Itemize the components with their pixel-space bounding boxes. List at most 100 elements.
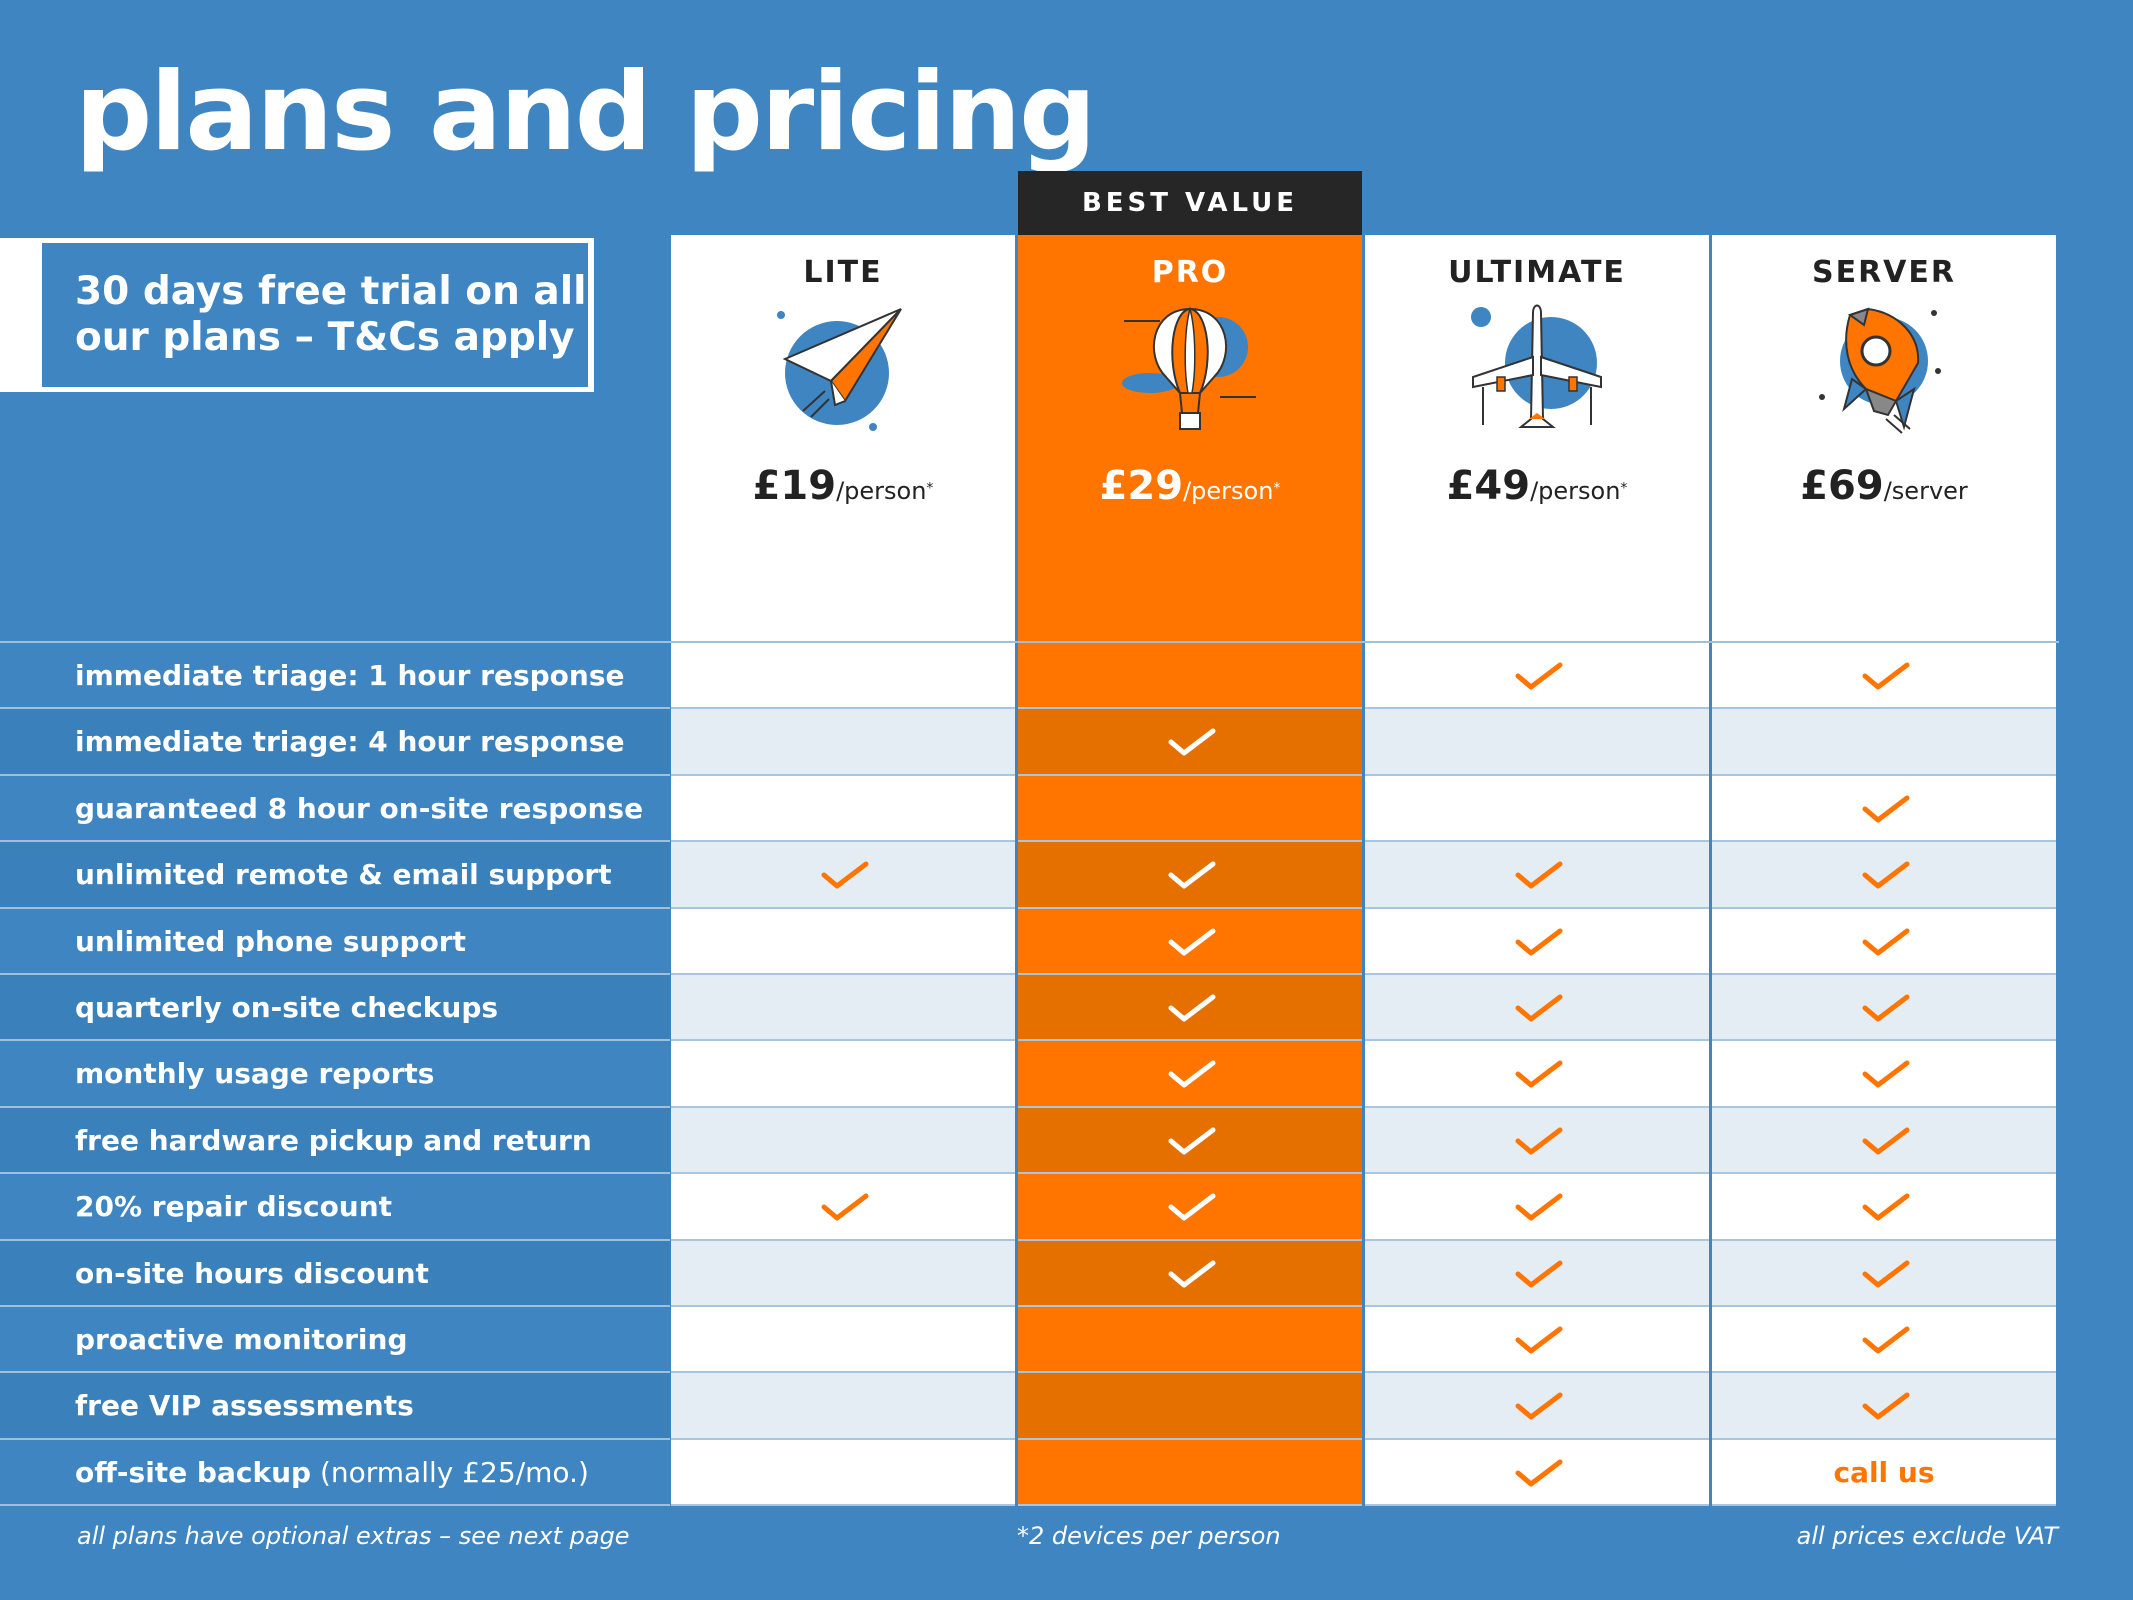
feature-label: free VIP assessments bbox=[75, 1373, 414, 1439]
feature-cell-server: call us bbox=[1712, 1439, 2056, 1507]
feature-label: guaranteed 8 hour on-site response bbox=[75, 776, 643, 842]
feature-name: monthly usage reports bbox=[75, 1057, 435, 1091]
feature-cell-ultimate bbox=[1365, 1240, 1709, 1307]
check-icon bbox=[1515, 928, 1563, 956]
feature-cell-server bbox=[1712, 975, 2056, 1042]
feature-name: unlimited phone support bbox=[75, 924, 467, 958]
feature-cell-pro bbox=[1018, 1439, 1362, 1507]
feature-cell-lite bbox=[671, 1041, 1015, 1108]
feature-label: free hardware pickup and return bbox=[75, 1108, 592, 1174]
feature-name: unlimited remote & email support bbox=[75, 858, 612, 892]
feature-cell-lite bbox=[671, 1174, 1015, 1241]
feature-label: immediate triage: 4 hour response bbox=[75, 709, 625, 775]
feature-cell-lite bbox=[671, 1373, 1015, 1440]
footer-vat-note: all prices exclude VAT bbox=[1796, 1522, 2058, 1550]
feature-cell-server bbox=[1712, 1307, 2056, 1374]
feature-cell-ultimate bbox=[1365, 975, 1709, 1042]
feature-cell-server bbox=[1712, 1041, 2056, 1108]
feature-cell-lite bbox=[671, 1307, 1015, 1374]
check-icon bbox=[821, 1193, 869, 1221]
header-divider bbox=[0, 641, 2059, 643]
feature-row-band bbox=[0, 1307, 670, 1374]
plan-header-ultimate: ULTIMATE £49/person* bbox=[1365, 235, 1709, 642]
price-amount: £29 bbox=[1099, 463, 1184, 509]
plan-price: £49/person* bbox=[1365, 463, 1709, 509]
feature-label: quarterly on-site checkups bbox=[75, 975, 498, 1041]
feature-cell-lite bbox=[671, 1107, 1015, 1175]
check-icon bbox=[1862, 994, 1910, 1022]
feature-row-band bbox=[0, 908, 670, 975]
feature-cell-server bbox=[1712, 1107, 2056, 1175]
feature-name: free hardware pickup and return bbox=[75, 1123, 592, 1157]
check-icon bbox=[1168, 861, 1216, 889]
check-icon bbox=[1515, 1459, 1563, 1487]
trial-banner: 30 days free trial on all our plans – T&… bbox=[0, 238, 594, 392]
check-icon bbox=[1862, 1127, 1910, 1155]
price-amount: £19 bbox=[752, 463, 837, 509]
price-asterisk: * bbox=[1273, 480, 1281, 497]
feature-cell-server bbox=[1712, 1373, 2056, 1440]
check-icon bbox=[1862, 1060, 1910, 1088]
check-icon bbox=[1515, 1127, 1563, 1155]
feature-cell-ultimate bbox=[1365, 908, 1709, 975]
feature-cell-ultimate bbox=[1365, 842, 1709, 909]
check-icon bbox=[1862, 795, 1910, 823]
feature-label: on-site hours discount bbox=[75, 1241, 429, 1307]
feature-cell-pro bbox=[1018, 1107, 1362, 1175]
feature-cell-lite bbox=[671, 842, 1015, 909]
feature-cell-pro bbox=[1018, 908, 1362, 975]
plan-name: ULTIMATE bbox=[1448, 255, 1626, 290]
feature-row-band bbox=[0, 842, 670, 909]
feature-cell-pro bbox=[1018, 775, 1362, 843]
check-icon bbox=[1862, 1193, 1910, 1221]
feature-row-band bbox=[0, 975, 670, 1042]
feature-name: immediate triage: 1 hour response bbox=[75, 659, 625, 692]
call-us-text: call us bbox=[1833, 1455, 1935, 1489]
plan-header-lite: LITE £19/person* bbox=[671, 235, 1015, 642]
feature-label: proactive monitoring bbox=[75, 1307, 408, 1373]
check-icon bbox=[1515, 1060, 1563, 1088]
feature-note: (normally £25/mo.) bbox=[311, 1455, 589, 1489]
feature-name: off-site backup bbox=[75, 1455, 312, 1489]
check-icon bbox=[1168, 994, 1216, 1022]
feature-cell-ultimate bbox=[1365, 775, 1709, 843]
plan-name: LITE bbox=[803, 255, 883, 290]
feature-cell-pro bbox=[1018, 1373, 1362, 1440]
check-icon bbox=[1862, 1326, 1910, 1354]
price-unit: /person bbox=[1183, 477, 1274, 505]
feature-cell-server bbox=[1712, 1174, 2056, 1241]
feature-cell-pro bbox=[1018, 643, 1362, 710]
trial-banner-inner: 30 days free trial on all our plans – T&… bbox=[42, 243, 588, 387]
plan-price: £69/server bbox=[1712, 463, 2056, 509]
feature-row-band bbox=[0, 775, 670, 843]
price-unit: /server bbox=[1883, 477, 1968, 505]
feature-cell-server bbox=[1712, 643, 2056, 710]
feature-cell-ultimate bbox=[1365, 1439, 1709, 1507]
feature-label: unlimited phone support bbox=[75, 909, 466, 975]
hot-air-balloon-icon bbox=[1122, 306, 1256, 430]
feature-name: quarterly on-site checkups bbox=[75, 991, 499, 1024]
check-icon bbox=[821, 861, 869, 889]
feature-row-band bbox=[0, 643, 670, 710]
feature-cell-pro bbox=[1018, 1240, 1362, 1307]
feature-name: proactive monitoring bbox=[75, 1323, 408, 1356]
feature-cell-ultimate bbox=[1365, 643, 1709, 710]
feature-cell-server bbox=[1712, 842, 2056, 909]
feature-cell-pro bbox=[1018, 975, 1362, 1042]
feature-name: on-site hours discount bbox=[75, 1256, 429, 1290]
check-icon bbox=[1862, 662, 1910, 690]
check-icon bbox=[1168, 1127, 1216, 1155]
paper-plane-icon bbox=[777, 308, 902, 431]
plan-header-server: SERVER £69/server bbox=[1712, 235, 2056, 642]
feature-label: monthly usage reports bbox=[75, 1041, 434, 1107]
plan-price: £29/person* bbox=[1018, 463, 1362, 509]
footer-devices-note: *2 devices per person bbox=[1017, 1522, 1281, 1550]
feature-row-band bbox=[0, 1174, 670, 1241]
check-icon bbox=[1862, 861, 1910, 889]
price-unit: /person bbox=[836, 477, 927, 505]
feature-cell-ultimate bbox=[1365, 1041, 1709, 1108]
feature-name: immediate triage: 4 hour response bbox=[75, 725, 625, 759]
plan-price: £19/person* bbox=[671, 463, 1015, 509]
check-icon bbox=[1168, 928, 1216, 956]
feature-cell-lite bbox=[671, 775, 1015, 843]
